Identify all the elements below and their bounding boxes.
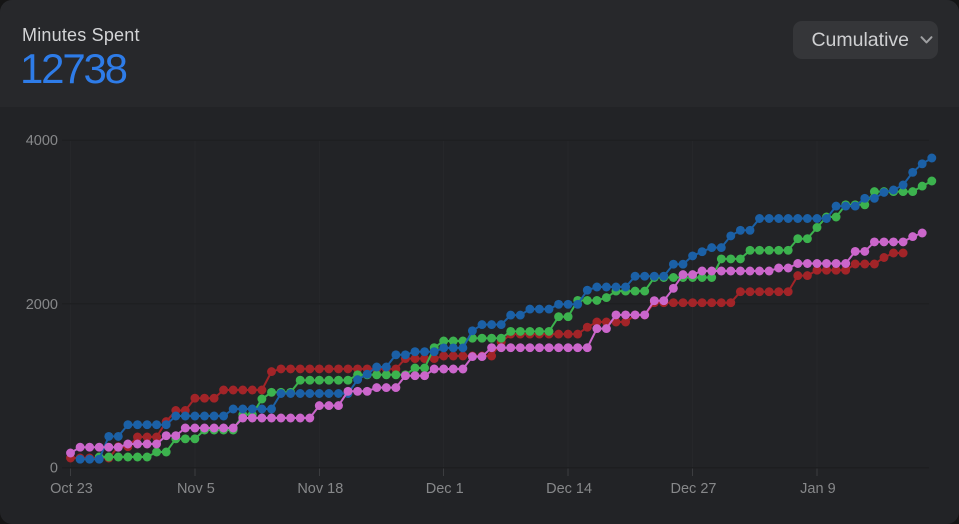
svg-text:Oct 23: Oct 23 (50, 481, 93, 497)
svg-text:4000: 4000 (26, 133, 58, 149)
svg-text:0: 0 (50, 461, 58, 477)
svg-text:Dec 27: Dec 27 (671, 481, 717, 497)
svg-text:Dec 1: Dec 1 (426, 481, 464, 497)
svg-text:2000: 2000 (26, 297, 58, 313)
svg-text:Dec 14: Dec 14 (546, 481, 592, 497)
svg-text:Nov 18: Nov 18 (297, 481, 343, 497)
svg-text:Jan 9: Jan 9 (800, 481, 835, 497)
svg-text:Nov 5: Nov 5 (177, 481, 215, 497)
